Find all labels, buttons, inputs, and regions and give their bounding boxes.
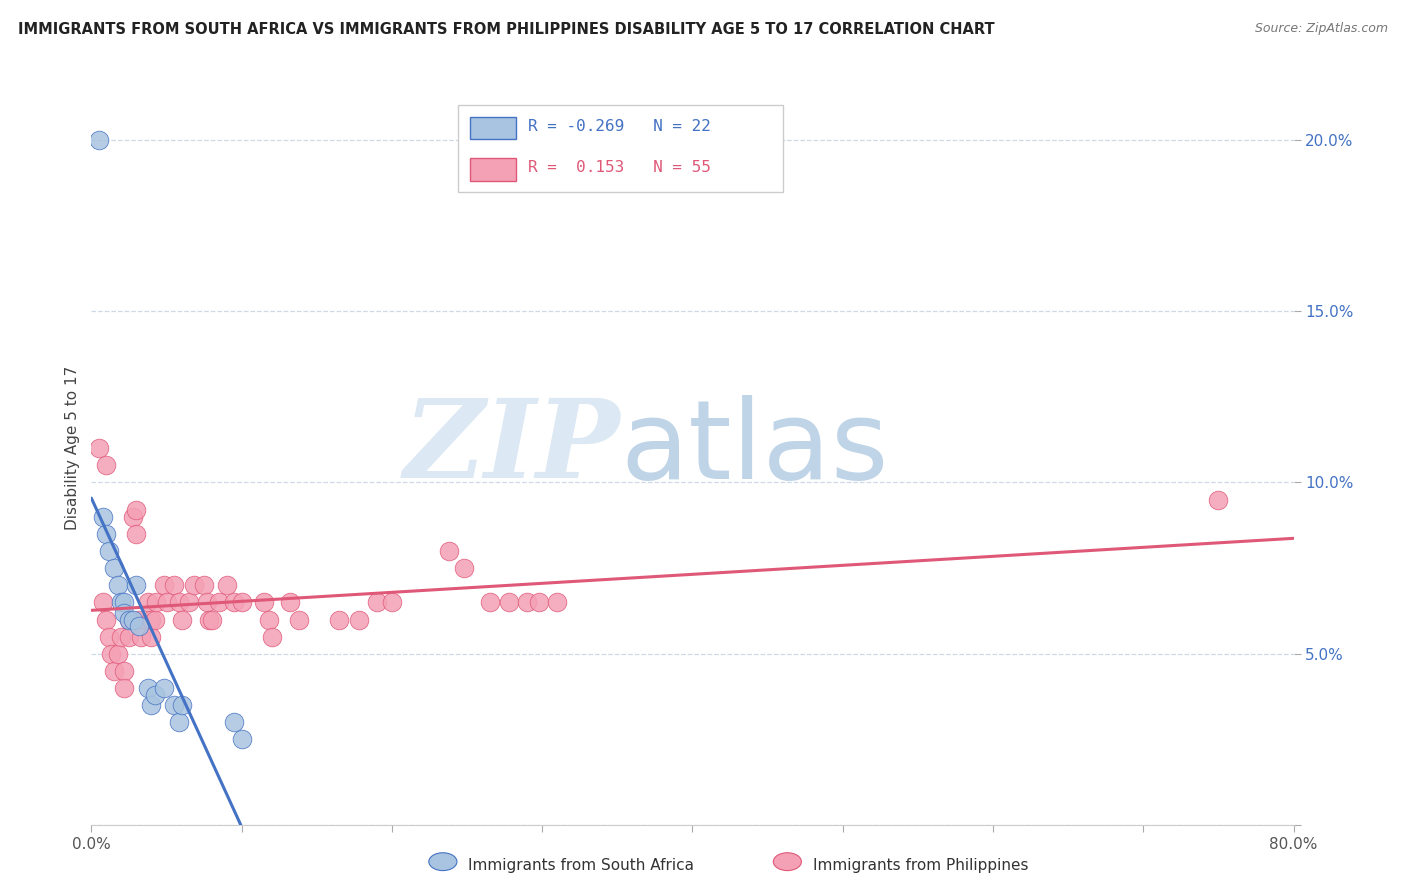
Point [478,595,501,609]
Point [1208,492,1230,507]
Bar [470,117,516,139]
Point [253,595,276,609]
Point [141,698,163,713]
Point [96,527,118,541]
Point [347,613,370,627]
Point [183,578,205,592]
Point [167,715,190,730]
Point [138,681,160,695]
Point [96,458,118,473]
Y-axis label: Disability Age 5 to 17: Disability Age 5 to 17 [65,366,80,531]
Point [107,647,129,661]
FancyBboxPatch shape [458,105,783,192]
Point [87,441,110,455]
Point [498,595,520,609]
Point [143,613,166,627]
Point [278,595,301,609]
Point [224,715,246,730]
Point [129,630,152,644]
Point [96,613,118,627]
Point [118,613,141,627]
Point [125,578,148,592]
Point [103,664,125,678]
Point [201,613,224,627]
Point [93,509,115,524]
Text: atlas: atlas [620,395,889,501]
Point [224,595,246,609]
Point [152,578,174,592]
Point [231,595,253,609]
Point [103,561,125,575]
Point [110,595,132,609]
Point [118,613,141,627]
Point [114,606,136,620]
Point [125,503,148,517]
Point [155,595,177,609]
Point [98,544,121,558]
Point [107,578,129,592]
Point [177,595,200,609]
Point [110,630,132,644]
Point [118,630,141,644]
Point [193,578,215,592]
Point [260,630,283,644]
Text: Source: ZipAtlas.com: Source: ZipAtlas.com [1254,22,1388,36]
Point [141,630,163,644]
Text: ZIP: ZIP [404,394,620,502]
Point [167,595,190,609]
Point [114,664,136,678]
Point [163,698,186,713]
Point [145,595,167,609]
Point [122,509,145,524]
Point [128,619,150,633]
Point [122,613,145,627]
Point [546,595,568,609]
Point [170,613,193,627]
Point [381,595,404,609]
Point [141,613,163,627]
Point [231,732,253,747]
Point [93,595,115,609]
Text: IMMIGRANTS FROM SOUTH AFRICA VS IMMIGRANTS FROM PHILIPPINES DISABILITY AGE 5 TO : IMMIGRANTS FROM SOUTH AFRICA VS IMMIGRAN… [18,22,995,37]
Point [163,578,186,592]
Point [366,595,388,609]
Point [98,630,121,644]
Point [138,595,160,609]
Point [437,544,460,558]
Point [152,681,174,695]
Point [143,688,166,702]
Point [328,613,350,627]
Point [516,595,538,609]
Point [287,613,309,627]
Text: Immigrants from South Africa: Immigrants from South Africa [468,858,695,872]
Point [128,613,150,627]
Point [195,595,218,609]
Point [170,698,193,713]
Point [527,595,550,609]
Point [197,613,219,627]
Point [215,578,238,592]
Point [87,133,110,147]
Point [100,647,122,661]
Point [257,613,280,627]
Point [114,681,136,695]
Text: R = -0.269   N = 22: R = -0.269 N = 22 [527,119,710,134]
Text: Immigrants from Philippines: Immigrants from Philippines [813,858,1028,872]
Point [453,561,475,575]
Point [114,595,136,609]
Point [208,595,231,609]
Text: R =  0.153   N = 55: R = 0.153 N = 55 [527,161,710,176]
Point [125,527,148,541]
Bar [470,158,516,181]
